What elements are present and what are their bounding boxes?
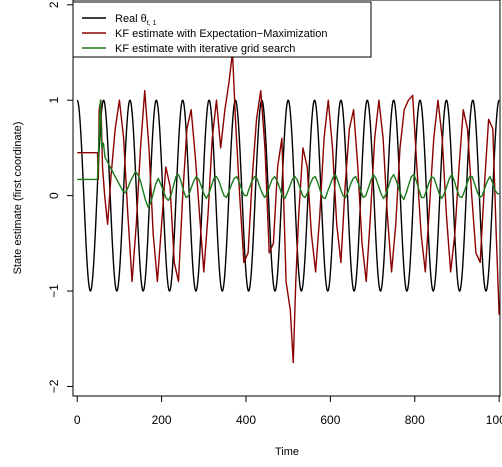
series-line-1: [77, 51, 500, 364]
plot-area: [76, 51, 500, 364]
x-tick-label: 200: [152, 413, 172, 427]
series-line-0: [76, 99, 500, 292]
y-tick-label: 2: [47, 1, 61, 8]
y-tick-label: −1: [47, 284, 61, 298]
series-line-2: [77, 99, 500, 208]
x-axis-title: Time: [275, 446, 299, 458]
y-tick-label: 1: [47, 97, 61, 104]
legend-label: KF estimate with Expectation−Maximizatio…: [115, 28, 327, 40]
legend-box: [72, 1, 372, 58]
x-tick-label: 800: [405, 413, 425, 427]
y-axis-title: State estimate (first coordinate): [12, 122, 24, 275]
x-tick-label: 0: [74, 413, 81, 427]
legend-label: KF estimate with iterative grid search: [115, 43, 295, 55]
y-tick-label: 0: [47, 192, 61, 199]
x-axis: 0 200 400 600 800 1000: [74, 396, 502, 427]
x-tick-label: 600: [320, 413, 340, 427]
legend: Real θt, 1KF estimate with Expectation−M…: [72, 1, 372, 58]
y-axis: −2 −1 0 1 2: [47, 1, 73, 393]
y-tick-label: −2: [47, 379, 61, 393]
plot-frame: [72, 0, 501, 397]
x-tick-label: 1000: [486, 413, 502, 427]
legend-label: Real θt, 1: [115, 13, 157, 27]
x-tick-label: 400: [236, 413, 256, 427]
